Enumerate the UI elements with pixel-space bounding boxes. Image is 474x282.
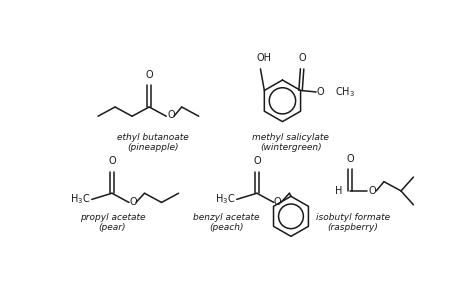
Text: O: O xyxy=(346,154,354,164)
Text: O: O xyxy=(167,111,174,120)
Text: OH: OH xyxy=(257,54,272,63)
Text: O: O xyxy=(369,186,376,196)
Text: O: O xyxy=(316,87,324,97)
Text: methyl salicylate
(wintergreen): methyl salicylate (wintergreen) xyxy=(252,133,329,152)
Text: $\mathregular{H_3C}$: $\mathregular{H_3C}$ xyxy=(70,193,90,206)
Text: $\mathregular{H_3C}$: $\mathregular{H_3C}$ xyxy=(215,193,235,206)
Text: O: O xyxy=(129,197,137,207)
Text: isobutyl formate
(raspberry): isobutyl formate (raspberry) xyxy=(316,213,390,232)
Text: ethyl butanoate
(pineapple): ethyl butanoate (pineapple) xyxy=(117,133,189,152)
Text: O: O xyxy=(274,197,282,207)
Text: benzyl acetate
(peach): benzyl acetate (peach) xyxy=(193,213,260,232)
Text: O: O xyxy=(146,70,153,80)
Text: O: O xyxy=(108,156,116,166)
Text: H: H xyxy=(335,186,342,196)
Text: $\mathregular{CH_3}$: $\mathregular{CH_3}$ xyxy=(335,85,355,99)
Text: O: O xyxy=(253,156,261,166)
Text: O: O xyxy=(298,54,306,63)
Text: propyl acetate
(pear): propyl acetate (pear) xyxy=(80,213,145,232)
